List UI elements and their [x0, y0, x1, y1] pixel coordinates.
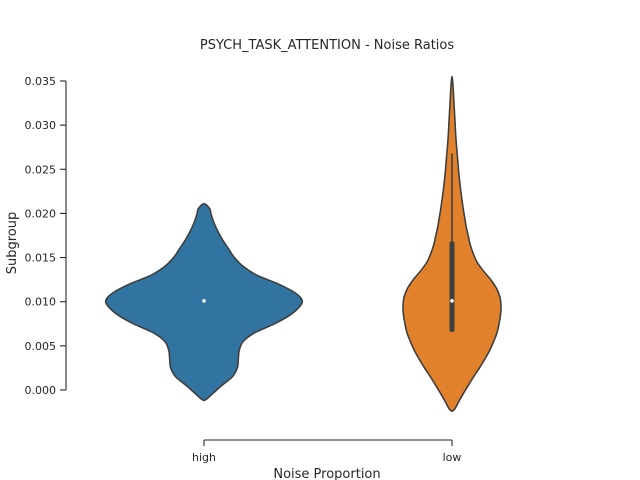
y-tick-label: 0.015 — [25, 252, 57, 265]
y-tick-label: 0.000 — [25, 384, 57, 397]
y-tick-label: 0.030 — [25, 119, 57, 132]
y-tick-label: 0.025 — [25, 163, 57, 176]
violins — [104, 75, 502, 413]
y-axis-label: Subgroup — [5, 212, 20, 275]
y-axis: 0.000 0.005 0.010 0.015 0.020 0.025 0.030 0.035 — [25, 75, 67, 397]
y-tick-label: 0.005 — [25, 340, 57, 353]
median-point-low — [450, 299, 454, 303]
chart-title: PSYCH_TASK_ATTENTION - Noise Ratios — [200, 38, 455, 53]
x-axis-label: Noise Proportion — [273, 467, 380, 480]
median-point-high — [202, 299, 206, 303]
iqr-box-low — [449, 241, 455, 332]
x-axis: high low — [192, 439, 462, 464]
x-tick-label: low — [443, 451, 462, 464]
x-tick-label: high — [192, 451, 216, 464]
y-tick-label: 0.020 — [25, 207, 57, 220]
y-tick-label: 0.010 — [25, 296, 57, 309]
y-tick-label: 0.035 — [25, 75, 57, 88]
